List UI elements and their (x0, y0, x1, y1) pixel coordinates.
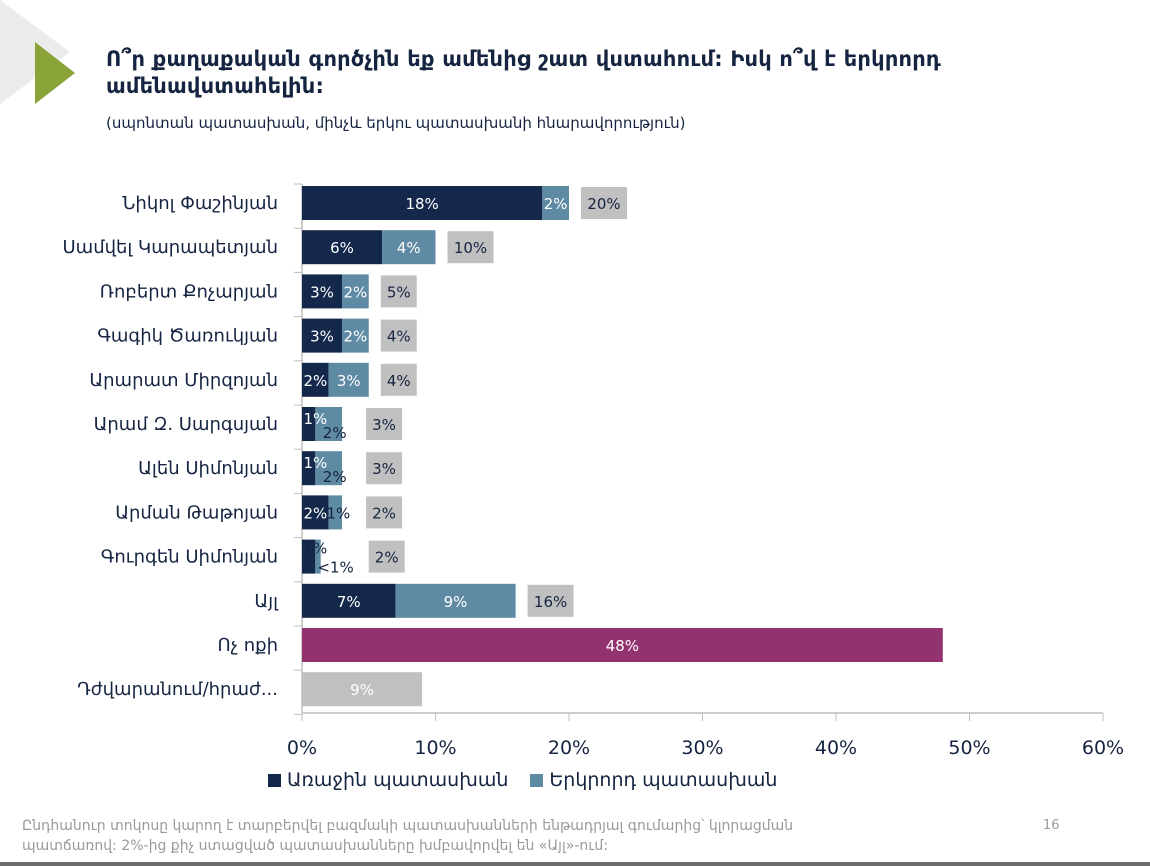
total-label: 4% (387, 372, 411, 390)
data-label-first: 6% (330, 239, 354, 257)
data-label-second: 4% (397, 239, 421, 257)
bar-difficult-to-answer (302, 672, 423, 707)
x-tick-label: 20% (548, 737, 590, 759)
x-tick-label: 0% (287, 737, 317, 759)
bar-second-answer (342, 318, 369, 353)
category-label: Գուրգեն Սիմոնյան (101, 547, 278, 568)
category-label: Ոչ ոքի (218, 635, 278, 656)
category-label: Դժվարանում/հրաժ... (77, 679, 278, 700)
bar-first-answer (302, 230, 383, 265)
total-label: 3% (372, 460, 396, 478)
x-tick-label: 60% (1082, 737, 1124, 759)
total-label-box (368, 540, 405, 573)
x-tick-label: 10% (414, 737, 456, 759)
bar-second-answer (328, 362, 369, 397)
bar-second-answer (315, 407, 343, 441)
legend-swatch-second (530, 773, 544, 787)
data-label-single: 9% (350, 681, 374, 699)
total-label: 20% (587, 195, 620, 213)
data-label-first: 1% (303, 454, 327, 472)
bar-second-answer (315, 539, 321, 574)
data-label-second: 2% (323, 424, 347, 442)
total-label-box (447, 231, 494, 264)
bar-first-answer (302, 539, 316, 574)
legend-item-second-answer: Երկրորդ պատասխան (530, 769, 777, 791)
data-label-second: 2% (344, 328, 368, 346)
x-tick-label: 40% (815, 737, 857, 759)
x-tick-label: 50% (948, 737, 990, 759)
bar-first-answer (302, 407, 316, 441)
data-label-second: <1% (317, 559, 353, 577)
bar-chart: Նիկոլ Փաշինյան Սամվել Կարապետյան Ռոբերտ Քո… (63, 183, 1124, 759)
total-label: 3% (372, 416, 396, 434)
x-tick-label: 30% (681, 737, 723, 759)
data-label-second: 2% (544, 195, 568, 213)
legend-label-first: Առաջին պատասխան (287, 769, 509, 791)
data-label-second: 1% (326, 504, 350, 522)
bar-first-answer (302, 362, 329, 397)
bar-first-answer (302, 451, 316, 486)
total-label-box (366, 408, 403, 440)
total-label-box (366, 452, 403, 485)
legend-label-second: Երկրորդ պատասխան (549, 769, 778, 791)
footnote-line-1: Ընդհանուր տոկոսը կարող է տարբերվել բազմա… (22, 818, 794, 834)
category-label: Արման Թաթոյան (115, 502, 278, 523)
data-label-single: 48% (606, 637, 639, 655)
green-arrow-icon (35, 42, 75, 104)
category-label: Գագիկ Ծառուկյան (97, 326, 278, 347)
total-label-box (380, 319, 417, 352)
bottom-divider (0, 862, 1150, 866)
chart-legend: Առաջին պատասխան Երկրորդ պատասխան (268, 769, 799, 791)
bar-second-answer (342, 274, 369, 309)
category-label: Այլ (254, 591, 279, 612)
total-label-box (366, 496, 403, 529)
bar-first-answer (302, 318, 343, 353)
category-label: Նիկոլ Փաշինյան (122, 193, 278, 214)
data-label-second: 2% (344, 283, 368, 301)
category-label: Արարատ Միրզոյան (89, 370, 278, 391)
data-label-second: 3% (337, 372, 361, 390)
category-label: Ալեն Սիմոնյան (138, 458, 278, 479)
category-label: Արամ Զ. Սարգսյան (94, 414, 278, 435)
data-label-first: 7% (337, 593, 361, 611)
total-label-box (380, 363, 417, 396)
total-label: 5% (387, 283, 411, 301)
bar-nobody (302, 628, 943, 662)
total-label-box (581, 187, 627, 219)
total-label: 16% (534, 593, 567, 611)
data-label-second: 2% (323, 468, 347, 486)
data-label-first: 1% (303, 540, 327, 558)
data-label-first: 18% (405, 195, 438, 213)
bar-first-answer (302, 583, 396, 618)
bar-first-answer (302, 186, 543, 220)
bar-first-answer (302, 495, 329, 530)
category-label: Սամվել Կարապետյան (63, 237, 279, 258)
bar-second-answer (542, 186, 569, 220)
total-label: 10% (454, 239, 487, 257)
bar-first-answer (302, 274, 343, 309)
page-subtitle: (սպոնտան պատասխան, մինչև երկու պատասխանի… (106, 114, 686, 132)
total-label: 2% (372, 504, 396, 522)
page-number: 16 (1043, 818, 1060, 833)
footnote: Ընդհանուր տոկոսը կարող է տարբերվել բազմա… (22, 816, 982, 856)
legend-item-first-answer: Առաջին պատասխան (268, 769, 508, 791)
data-label-first: 2% (303, 372, 327, 390)
bar-second-answer (328, 495, 343, 530)
page-title: Ո՞ր քաղաքական գործչին եք ամենից շատ վստա… (106, 47, 941, 98)
total-label-box (380, 275, 417, 308)
legend-swatch-first (268, 773, 281, 787)
bar-second-answer (395, 583, 516, 618)
footnote-line-2: պատճառով: 2%-ից քիչ ստացված պատասխանները… (22, 838, 608, 854)
total-label-box (527, 584, 574, 617)
bar-second-answer (382, 230, 436, 265)
data-label-first: 3% (310, 283, 334, 301)
total-label: 4% (387, 328, 411, 346)
category-label: Ռոբերտ Քոչարյան (100, 281, 278, 302)
data-label-first: 2% (303, 504, 327, 522)
data-label-second: 9% (444, 593, 468, 611)
bar-second-answer (315, 451, 343, 486)
total-label: 2% (375, 549, 399, 567)
data-label-first: 1% (303, 410, 327, 428)
data-label-first: 3% (310, 328, 334, 346)
